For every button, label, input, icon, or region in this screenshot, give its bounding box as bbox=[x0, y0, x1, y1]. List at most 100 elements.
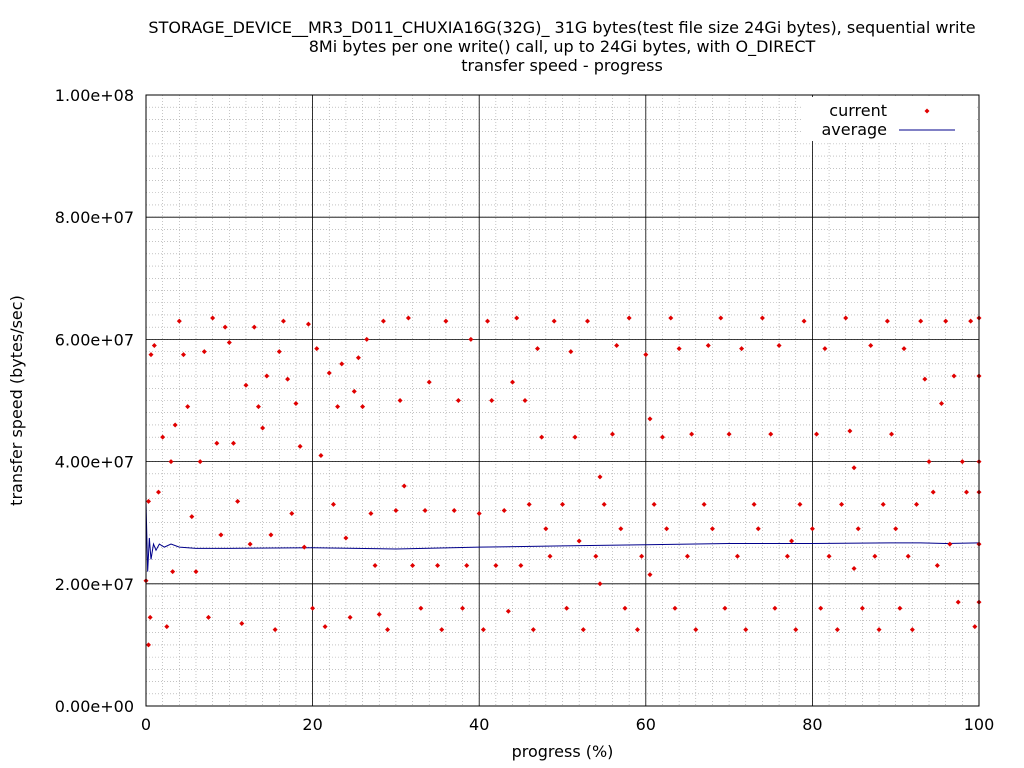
current-point bbox=[214, 440, 220, 446]
current-point bbox=[160, 434, 166, 440]
current-point bbox=[793, 627, 799, 633]
current-point bbox=[789, 538, 795, 544]
current-point bbox=[539, 434, 545, 440]
current-point bbox=[210, 315, 216, 321]
current-point bbox=[939, 401, 945, 407]
current-point bbox=[468, 336, 474, 342]
current-point bbox=[376, 611, 382, 617]
current-point bbox=[901, 346, 907, 352]
current-point bbox=[393, 507, 399, 513]
current-point bbox=[243, 382, 249, 388]
current-point bbox=[255, 404, 261, 410]
current-point bbox=[368, 511, 374, 517]
current-series bbox=[143, 315, 982, 648]
y-tick-label: 1.00e+08 bbox=[55, 86, 134, 105]
current-point bbox=[918, 318, 924, 324]
current-point bbox=[572, 434, 578, 440]
current-point bbox=[364, 336, 370, 342]
current-point bbox=[876, 627, 882, 633]
current-point bbox=[239, 621, 245, 627]
chart-title-line-1: STORAGE_DEVICE__MR3_D011_CHUXIA16G(32G)_… bbox=[148, 18, 976, 37]
current-point bbox=[684, 553, 690, 559]
current-point bbox=[435, 562, 441, 568]
current-point bbox=[568, 349, 574, 355]
current-point bbox=[418, 605, 424, 611]
current-point bbox=[634, 627, 640, 633]
current-point bbox=[189, 514, 195, 520]
y-tick-label: 0.00e+00 bbox=[55, 697, 134, 716]
current-point bbox=[505, 608, 511, 614]
legend-current-marker bbox=[924, 108, 930, 114]
current-point bbox=[397, 398, 403, 403]
current-point bbox=[489, 398, 495, 403]
current-point bbox=[851, 465, 857, 471]
current-point bbox=[297, 443, 303, 449]
current-point bbox=[859, 605, 865, 611]
current-point bbox=[647, 416, 653, 422]
current-point bbox=[518, 562, 524, 568]
current-point bbox=[872, 553, 878, 559]
current-point bbox=[205, 614, 211, 620]
current-point bbox=[759, 315, 765, 321]
current-point bbox=[593, 553, 599, 559]
current-point bbox=[647, 572, 653, 578]
current-point bbox=[797, 501, 803, 507]
current-point bbox=[526, 501, 532, 507]
current-point bbox=[547, 553, 553, 559]
y-tick-label: 4.00e+07 bbox=[55, 453, 134, 472]
current-point bbox=[580, 627, 586, 633]
current-point bbox=[280, 318, 286, 324]
axis-ticks: 0 20 40 60 80 100 0.00e+00 2.00e+07 4.00e+07 6.00… bbox=[55, 86, 995, 734]
current-point bbox=[818, 605, 824, 611]
current-point bbox=[751, 501, 757, 507]
current-point bbox=[826, 553, 832, 559]
current-point bbox=[314, 346, 320, 352]
current-point bbox=[639, 553, 645, 559]
current-point bbox=[784, 553, 790, 559]
current-point bbox=[947, 541, 953, 547]
chart-title-line-2: 8Mi bytes per one write() call, up to 24… bbox=[308, 37, 816, 56]
current-point bbox=[330, 501, 336, 507]
current-point bbox=[339, 361, 345, 367]
current-point bbox=[301, 544, 307, 550]
current-point bbox=[822, 346, 828, 352]
current-point bbox=[809, 526, 815, 532]
current-point bbox=[260, 425, 266, 431]
current-point bbox=[576, 538, 582, 544]
current-point bbox=[151, 343, 157, 349]
current-point bbox=[343, 535, 349, 541]
current-point bbox=[405, 315, 411, 321]
current-point bbox=[451, 507, 457, 513]
legend: current average bbox=[803, 97, 975, 141]
current-point bbox=[651, 501, 657, 507]
current-point bbox=[676, 346, 682, 352]
current-point bbox=[535, 346, 541, 352]
current-point bbox=[843, 315, 849, 321]
current-point bbox=[972, 624, 978, 630]
average-line bbox=[145, 501, 980, 572]
current-point bbox=[522, 398, 528, 403]
current-point bbox=[914, 501, 920, 507]
current-point bbox=[385, 627, 391, 633]
plot-frame bbox=[145, 94, 980, 707]
current-point bbox=[272, 627, 278, 633]
current-point bbox=[264, 373, 270, 379]
current-point bbox=[218, 532, 224, 538]
current-point bbox=[493, 562, 499, 568]
x-tick-label: 80 bbox=[802, 715, 822, 734]
current-point bbox=[335, 404, 341, 410]
current-point bbox=[955, 599, 961, 605]
current-point bbox=[614, 343, 620, 349]
current-point bbox=[401, 483, 407, 489]
current-point bbox=[443, 318, 449, 324]
current-point bbox=[251, 324, 257, 330]
current-point bbox=[464, 562, 470, 568]
current-point bbox=[230, 440, 236, 446]
current-point bbox=[326, 370, 332, 376]
x-tick-label: 40 bbox=[469, 715, 489, 734]
current-point bbox=[847, 428, 853, 434]
current-point bbox=[768, 431, 774, 437]
current-point bbox=[551, 318, 557, 324]
x-axis-label: progress (%) bbox=[512, 742, 614, 761]
